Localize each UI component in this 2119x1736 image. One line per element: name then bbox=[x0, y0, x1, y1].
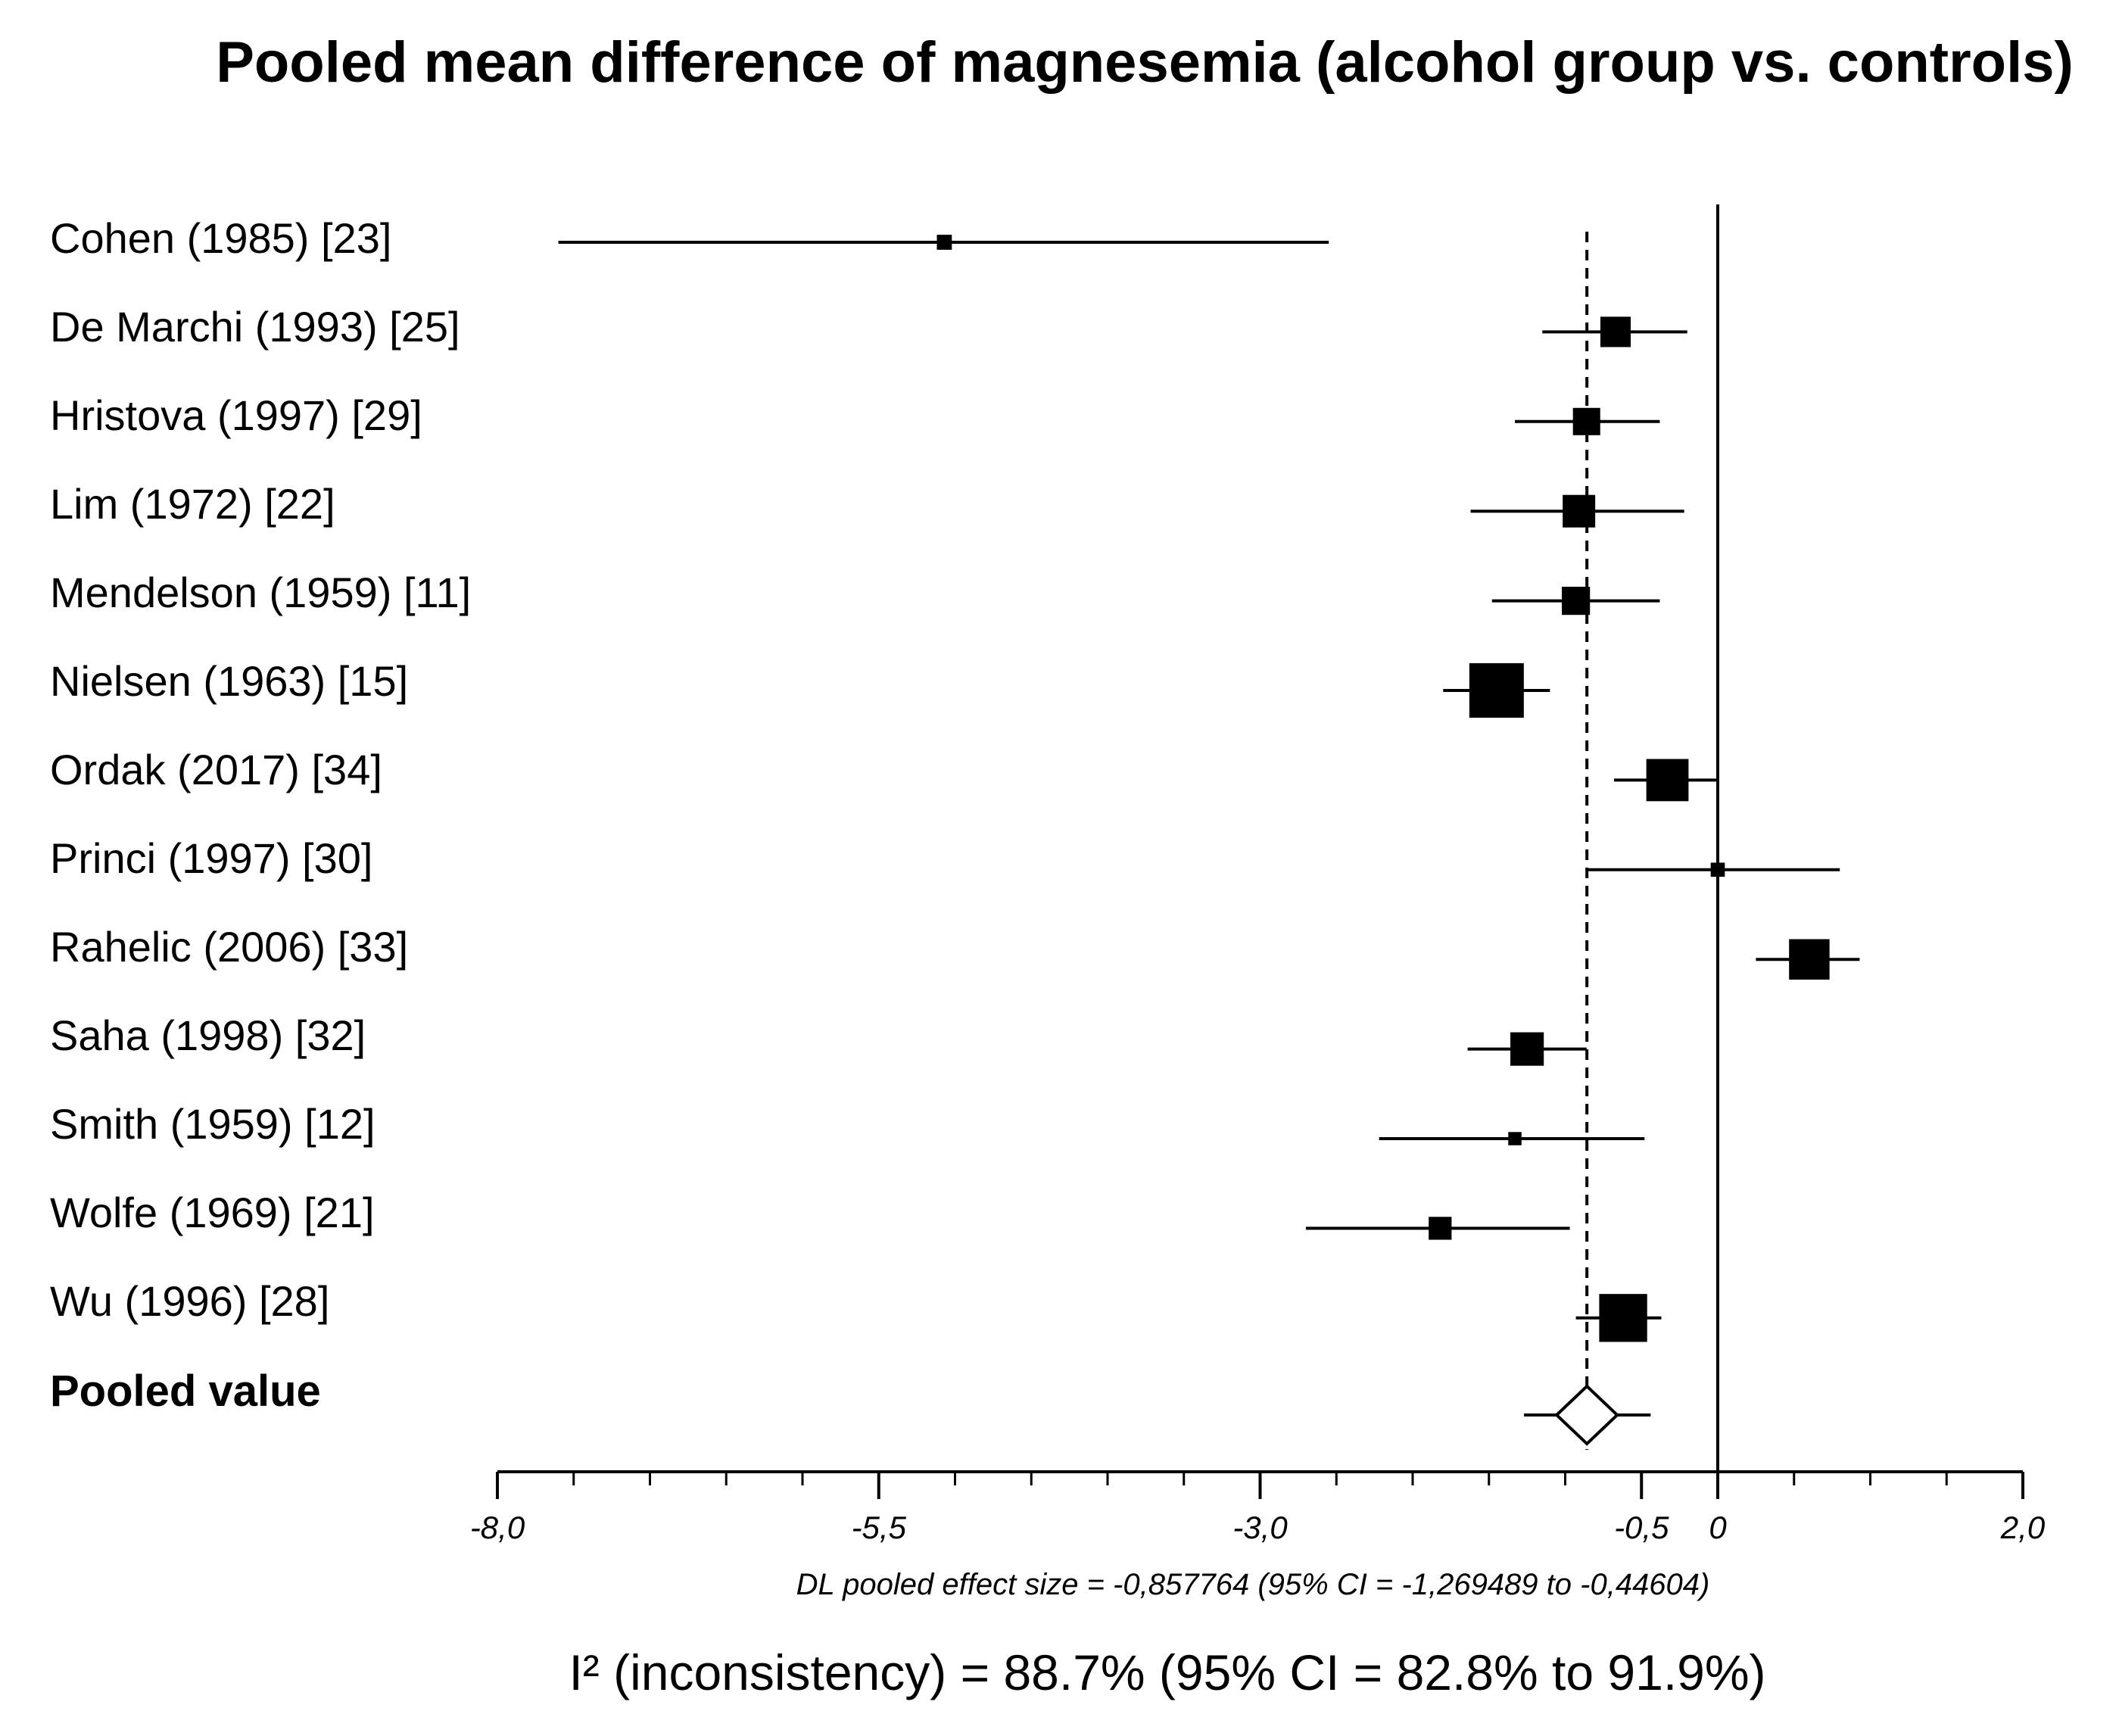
study-label: Saha (1998) [32] bbox=[50, 1011, 366, 1059]
point-estimate bbox=[1646, 759, 1689, 802]
point-estimate bbox=[1789, 939, 1830, 980]
study-label: Mendelson (1959) [11] bbox=[50, 569, 471, 616]
pooled-diamond bbox=[1554, 1384, 1620, 1446]
x-tick-label: -5,5 bbox=[852, 1510, 907, 1545]
pooled-label: Pooled value bbox=[50, 1367, 321, 1416]
point-estimate bbox=[1562, 587, 1591, 616]
study-label: Wu (1996) [28] bbox=[50, 1277, 329, 1325]
study-label: Wolfe (1969) [21] bbox=[50, 1189, 375, 1236]
point-estimate bbox=[1508, 1132, 1522, 1145]
study-label: Smith (1959) [12] bbox=[50, 1100, 375, 1148]
point-estimate bbox=[1429, 1217, 1452, 1240]
x-tick-label: 0 bbox=[1709, 1510, 1727, 1545]
study-label: Nielsen (1963) [15] bbox=[50, 657, 408, 705]
study-label: Rahelic (2006) [33] bbox=[50, 923, 408, 971]
x-axis: -8,0 -5,5 -3,0 -0,5 0 2,0 bbox=[470, 1470, 2046, 1545]
point-estimate bbox=[1572, 407, 1600, 435]
point-estimate bbox=[1510, 1032, 1544, 1066]
point-estimate bbox=[1469, 663, 1524, 718]
study-label: Hristova (1997) [29] bbox=[50, 391, 422, 439]
x-tick-label: -3,0 bbox=[1232, 1510, 1288, 1545]
study-label: Ordak (2017) [34] bbox=[50, 746, 382, 793]
heterogeneity-statistic: I² (inconsistency) = 88.7% (95% CI = 82.… bbox=[569, 1644, 1765, 1700]
point-estimate bbox=[1563, 494, 1596, 528]
study-label: De Marchi (1993) [25] bbox=[50, 303, 460, 351]
point-estimate bbox=[1710, 862, 1725, 877]
x-tick-label: 2,0 bbox=[2000, 1510, 2046, 1545]
study-labels: Cohen (1985) [23] De Marchi (1993) [25] Hr… bbox=[50, 214, 471, 1416]
study-label: Cohen (1985) [23] bbox=[50, 214, 391, 262]
reference-lines bbox=[1585, 204, 1719, 1472]
x-tick-label: -8,0 bbox=[470, 1510, 525, 1545]
x-tick-label: -0,5 bbox=[1614, 1510, 1669, 1545]
point-estimate bbox=[1599, 1294, 1647, 1342]
point-estimate bbox=[1600, 316, 1631, 348]
study-marks bbox=[558, 235, 1860, 1446]
pooled-effect-caption: DL pooled effect size = -0,857764 (95% C… bbox=[796, 1568, 1710, 1601]
study-label: Lim (1972) [22] bbox=[50, 480, 335, 528]
chart-title: Pooled mean difference of magnesemia (al… bbox=[216, 30, 2074, 95]
point-estimate bbox=[936, 235, 952, 250]
study-label: Princi (1997) [30] bbox=[50, 834, 372, 882]
